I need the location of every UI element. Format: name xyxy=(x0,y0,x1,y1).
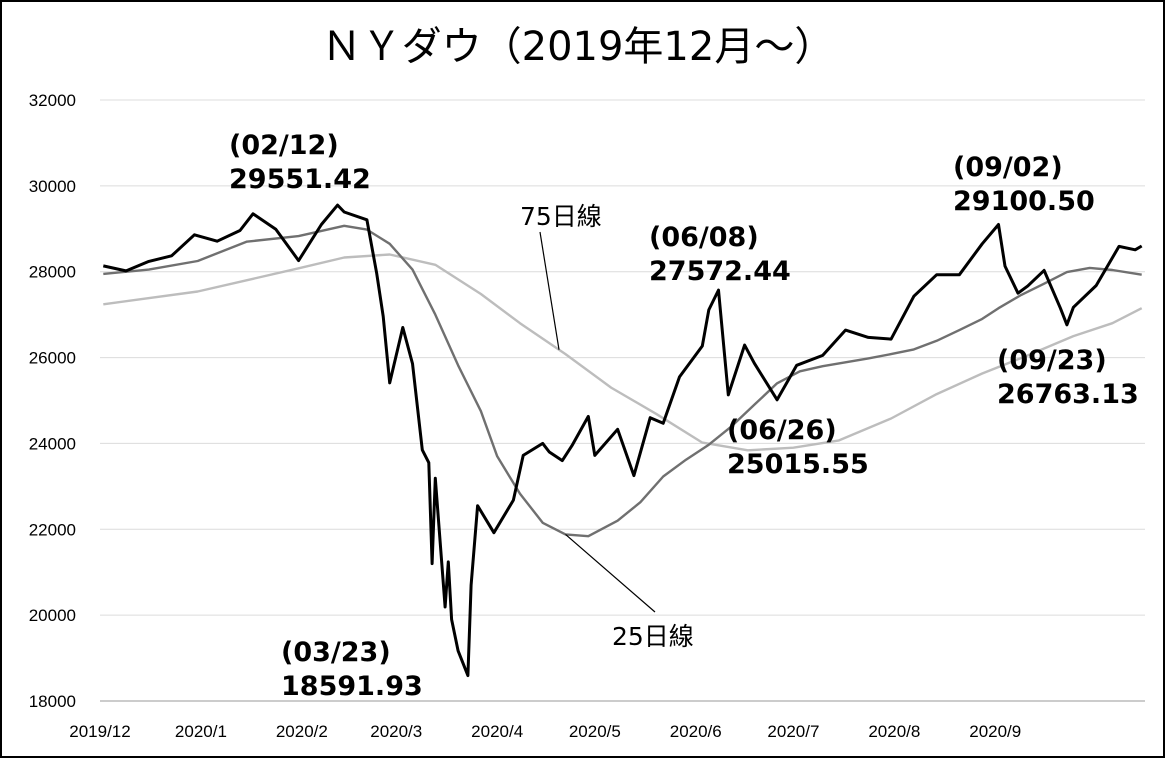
annotations: (02/12) 29551.42 (03/23) 18591.93 (06/08… xyxy=(229,130,1139,702)
annotation-date: (09/23) xyxy=(997,345,1107,376)
x-tick-label: 2020/5 xyxy=(569,722,621,741)
annotation-value: 29551.42 xyxy=(229,164,371,195)
annotation-date: (02/12) xyxy=(229,130,339,161)
x-tick-label: 2020/3 xyxy=(370,722,422,741)
y-tick-label: 30000 xyxy=(29,177,76,196)
x-tick-label: 2019/12 xyxy=(69,722,130,741)
grid-lines xyxy=(100,99,1145,702)
y-tick-label: 28000 xyxy=(29,263,76,282)
series-lines xyxy=(102,203,1143,678)
y-tick-label: 24000 xyxy=(29,434,76,453)
series-line-price xyxy=(102,203,1143,678)
x-tick-label: 2020/1 xyxy=(175,722,227,741)
annotation-value: 29100.50 xyxy=(953,186,1095,217)
y-tick-label: 18000 xyxy=(29,692,76,711)
annotation-date: (06/26) xyxy=(727,415,837,446)
series-line-ma75 xyxy=(103,253,1143,452)
y-axis-ticks: 18000 20000 22000 24000 26000 28000 30000 32000 xyxy=(29,91,76,711)
x-tick-label: 2020/4 xyxy=(471,722,523,741)
leader-line-ma25 xyxy=(565,533,656,613)
annotation-value: 25015.55 xyxy=(727,449,869,480)
x-tick-label: 2020/2 xyxy=(276,722,328,741)
x-tick-label: 2020/6 xyxy=(670,722,722,741)
annotation-date: (03/23) xyxy=(281,637,391,668)
annotation-value: 18591.93 xyxy=(281,671,423,702)
y-tick-label: 20000 xyxy=(29,606,76,625)
y-tick-label: 22000 xyxy=(29,520,76,539)
x-tick-label: 2020/9 xyxy=(969,722,1021,741)
annotation-value: 26763.13 xyxy=(997,379,1139,410)
annotation-date: (06/08) xyxy=(649,222,759,253)
x-axis-ticks: 2019/12 2020/1 2020/2 2020/3 2020/4 2020/5 202… xyxy=(69,722,1021,741)
annotation-value: 27572.44 xyxy=(649,256,791,287)
label-leader-lines xyxy=(539,231,656,613)
x-tick-label: 2020/8 xyxy=(868,722,920,741)
ma75-label: 75日線 xyxy=(520,202,602,231)
series-line-ma25 xyxy=(103,224,1142,538)
annotation-date: (09/02) xyxy=(953,152,1063,183)
x-tick-label: 2020/7 xyxy=(767,722,819,741)
y-tick-label: 26000 xyxy=(29,349,76,368)
leader-line-ma75 xyxy=(539,231,560,350)
y-tick-label: 32000 xyxy=(29,91,76,110)
chart-title: ＮＹダウ（2019年12月～） xyxy=(322,24,835,70)
ma25-label: 25日線 xyxy=(612,622,694,651)
